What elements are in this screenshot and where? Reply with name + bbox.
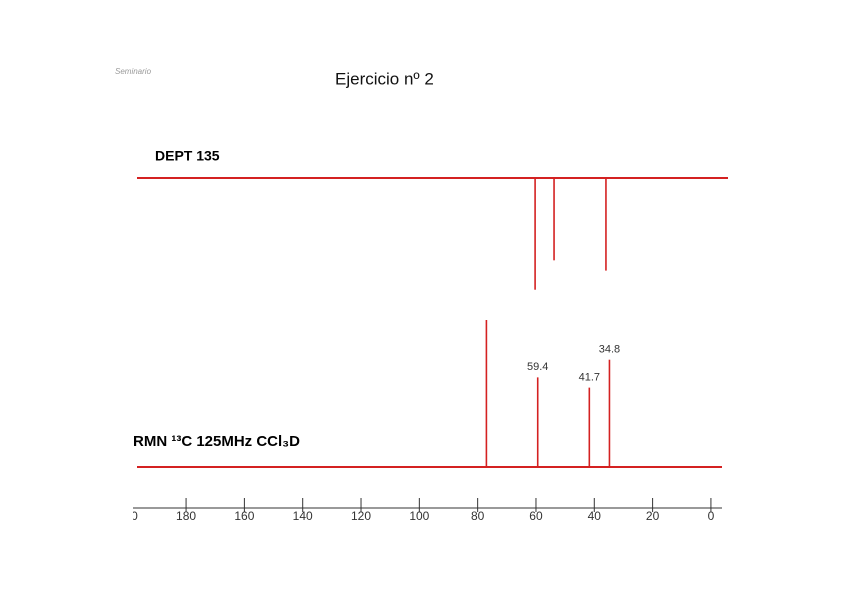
x-tick-label: 60 (529, 509, 543, 523)
x-tick-label: 180 (176, 509, 196, 523)
x-tick-label: 0 (708, 509, 715, 523)
plot: 200 180 160 140 120 100 80 60 40 20 059.441.734.8 (118, 177, 728, 523)
x-tick-label: 20 (646, 509, 660, 523)
x-tick-label: 140 (293, 509, 313, 523)
peak-label: 41.7 (579, 372, 600, 384)
peak-label: 34.8 (599, 344, 620, 356)
x-tick-label: 120 (351, 509, 371, 523)
x-tick-label: 200 (118, 509, 138, 523)
annotation: Seminario (115, 67, 152, 76)
x-tick-label: 100 (409, 509, 429, 523)
title: Ejercicio nº 2 (335, 69, 434, 88)
x-tick-label: 80 (471, 509, 485, 523)
x-axis: 200 180 160 140 120 100 80 60 40 20 0 (118, 498, 722, 523)
spectrum-label: DEPT 135 (155, 148, 220, 164)
spectrum-label: RMN ¹³C 125MHz CCl₃D (133, 433, 300, 450)
x-tick-label: 40 (588, 509, 602, 523)
peak-label: 59.4 (527, 361, 548, 373)
x-tick-label: 160 (234, 509, 254, 523)
